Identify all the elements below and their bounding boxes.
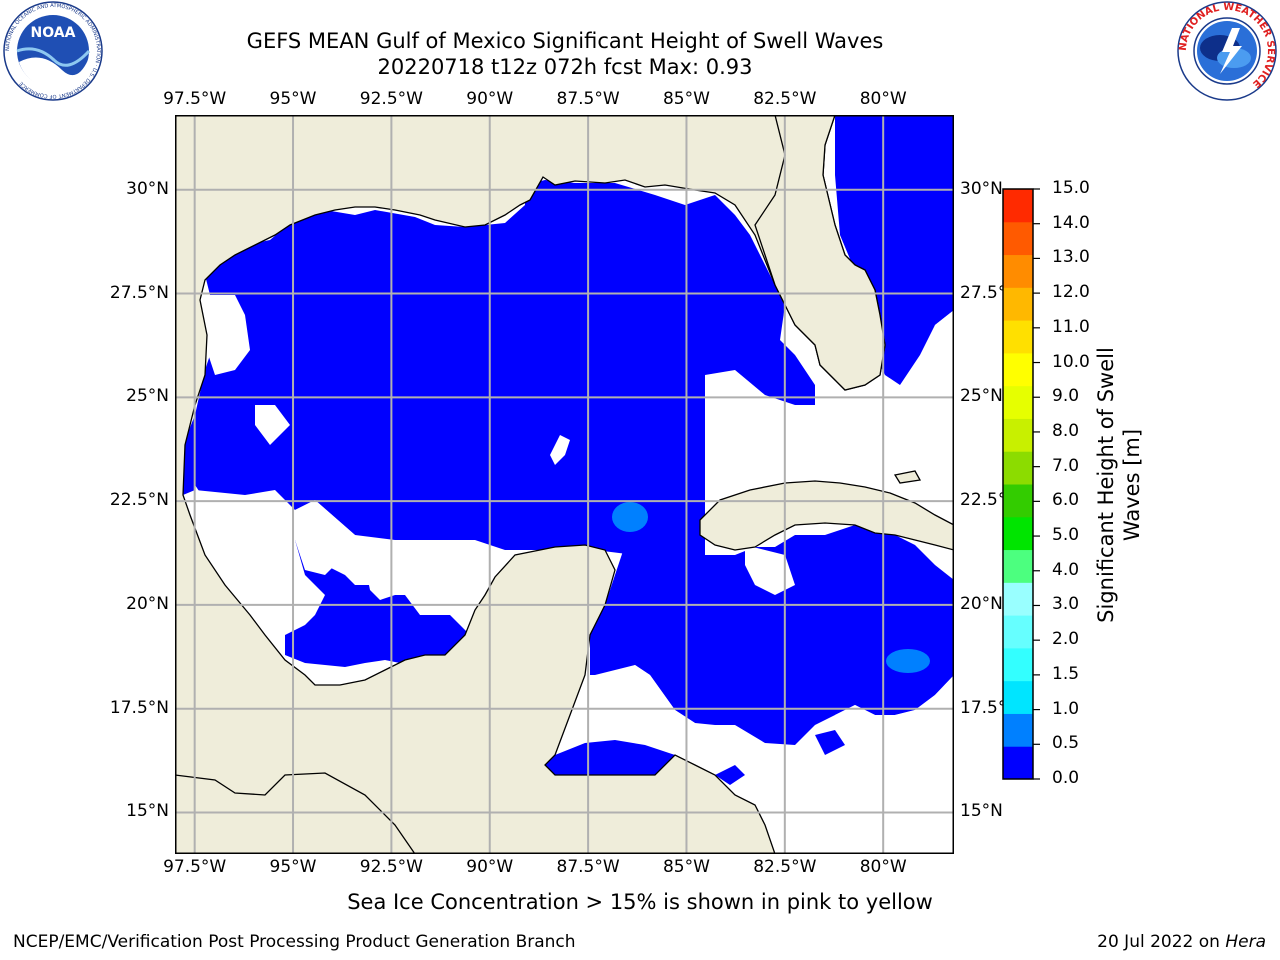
colorbar-tick-label: 5.0 bbox=[1052, 525, 1080, 546]
colorbar-segment bbox=[1003, 385, 1033, 419]
noaa-logo: NOAA NATIONAL OCEANIC AND ATMOSPHERIC AD… bbox=[3, 1, 103, 101]
colorbar-tick-label: 2.0 bbox=[1052, 629, 1080, 650]
colorbar-segment bbox=[1003, 647, 1033, 682]
y-tick-label-right: 20°N bbox=[960, 593, 1003, 614]
colorbar-tick-label: 0.5 bbox=[1052, 733, 1080, 754]
y-tick-label-right: 15°N bbox=[960, 801, 1003, 822]
colorbar-tick-label: 6.0 bbox=[1052, 490, 1080, 511]
colorbar-tick-label: 14.0 bbox=[1052, 212, 1090, 233]
colorbar bbox=[1002, 188, 1040, 780]
colorbar-segment bbox=[1003, 352, 1033, 387]
x-tick-label-top: 85°W bbox=[662, 89, 710, 109]
x-tick-label-top: 95°W bbox=[269, 89, 317, 109]
x-tick-label-top: 82.5°W bbox=[753, 89, 817, 109]
colorbar-tick-label: 1.5 bbox=[1052, 663, 1080, 684]
x-tick-label-top: 97.5°W bbox=[163, 89, 227, 109]
y-tick-label-left: 30°N bbox=[126, 178, 169, 199]
svg-text:NOAA: NOAA bbox=[31, 25, 76, 41]
x-tick-label-top: 87.5°W bbox=[556, 89, 620, 109]
y-tick-label-left: 25°N bbox=[126, 386, 169, 407]
x-tick-label-bottom: 97.5°W bbox=[163, 857, 227, 877]
colorbar-tick-label: 3.0 bbox=[1052, 594, 1080, 615]
y-tick-label-left: 20°N bbox=[126, 593, 169, 614]
chart-subtitle: 20220718 t12z 072h fcst Max: 0.93 bbox=[377, 55, 753, 79]
x-tick-label-bottom: 82.5°W bbox=[753, 857, 817, 877]
host-name: Hera bbox=[1225, 932, 1266, 952]
x-tick-label-bottom: 80°W bbox=[859, 857, 907, 877]
y-tick-label-left: 17.5°N bbox=[109, 697, 169, 718]
map-frame bbox=[175, 115, 954, 854]
colorbar-segment bbox=[1003, 680, 1033, 714]
colorbar-tick-label: 8.0 bbox=[1052, 420, 1080, 441]
colorbar-tick-label: 12.0 bbox=[1052, 282, 1090, 303]
colorbar-segment bbox=[1003, 254, 1033, 288]
gridlines bbox=[175, 115, 954, 854]
colorbar-segment bbox=[1003, 549, 1033, 583]
colorbar-segment bbox=[1003, 418, 1033, 452]
colorbar-segment bbox=[1003, 713, 1033, 747]
x-tick-label-bottom: 85°W bbox=[662, 857, 710, 877]
y-tick-label-left: 22.5°N bbox=[109, 490, 169, 511]
colorbar-segment bbox=[1003, 582, 1033, 616]
colorbar-tick-label: 13.0 bbox=[1052, 247, 1090, 268]
colorbar-segment bbox=[1003, 484, 1033, 518]
y-tick-label-left: 27.5°N bbox=[109, 282, 169, 303]
colorbar-label: Significant Height of Swell Waves [m] bbox=[1094, 347, 1144, 623]
x-tick-label-top: 80°W bbox=[859, 89, 907, 109]
colorbar-segment bbox=[1003, 189, 1033, 223]
map-plot bbox=[175, 115, 954, 854]
colorbar-segment bbox=[1003, 287, 1033, 321]
x-tick-label-top: 92.5°W bbox=[359, 89, 423, 109]
x-tick-label-top: 90°W bbox=[466, 89, 514, 109]
colorbar-segment bbox=[1003, 221, 1033, 256]
credit-text: NCEP/EMC/Verification Post Processing Pr… bbox=[13, 932, 576, 952]
colorbar-tick-label: 10.0 bbox=[1052, 351, 1090, 372]
sea-ice-note: Sea Ice Concentration > 15% is shown in … bbox=[347, 890, 933, 914]
run-date: 20 Jul 2022 on Hera bbox=[1097, 932, 1266, 952]
colorbar-segment bbox=[1003, 746, 1033, 780]
y-tick-label-left: 15°N bbox=[126, 801, 169, 822]
nws-logo: NATIONAL WEATHER SERVICE bbox=[1177, 1, 1277, 101]
colorbar-segment bbox=[1003, 615, 1033, 649]
wave-field-0-0.5 bbox=[183, 115, 954, 785]
x-tick-label-bottom: 87.5°W bbox=[556, 857, 620, 877]
colorbar-segment bbox=[1003, 516, 1033, 551]
colorbar-segment bbox=[1003, 320, 1033, 354]
x-tick-label-bottom: 90°W bbox=[466, 857, 514, 877]
colorbar-tick-label: 7.0 bbox=[1052, 455, 1080, 476]
colorbar-tick-label: 0.0 bbox=[1052, 768, 1080, 788]
colorbar-tick-label: 1.0 bbox=[1052, 698, 1080, 719]
y-tick-label-right: 25°N bbox=[960, 386, 1003, 407]
colorbar-tick-label: 15.0 bbox=[1052, 178, 1090, 198]
chart-title: GEFS MEAN Gulf of Mexico Significant Hei… bbox=[246, 29, 884, 53]
y-tick-label-right: 30°N bbox=[960, 178, 1003, 199]
colorbar-tick-label: 4.0 bbox=[1052, 559, 1080, 580]
colorbar-tick-label: 9.0 bbox=[1052, 386, 1080, 407]
x-tick-label-bottom: 92.5°W bbox=[359, 857, 423, 877]
colorbar-segment bbox=[1003, 451, 1033, 485]
colorbar-tick-label: 11.0 bbox=[1052, 316, 1090, 337]
x-tick-label-bottom: 95°W bbox=[269, 857, 317, 877]
